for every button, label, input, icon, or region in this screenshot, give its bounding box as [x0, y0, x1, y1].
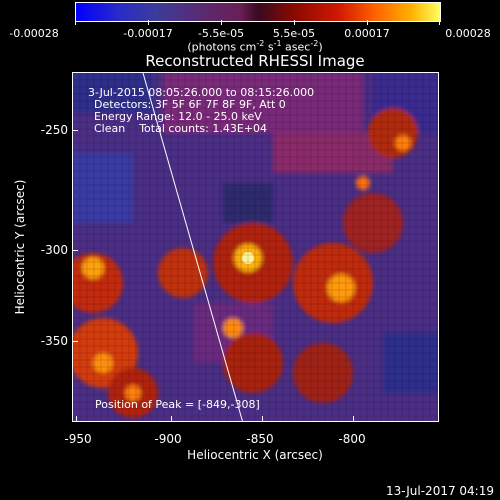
x-tick: [76, 416, 77, 422]
annotation-peak: Position of Peak = [-849,-308]: [95, 398, 260, 411]
y-tick-label: -300: [40, 243, 68, 257]
colorbar-tick: [294, 20, 295, 25]
y-tick: [72, 130, 78, 131]
colorbar-tick: [75, 20, 76, 25]
x-tick-label: -900: [154, 432, 182, 446]
colorbar-tick: [148, 20, 149, 25]
y-axis-label: Heliocentric Y (arcsec): [13, 179, 27, 315]
y-tick-label: -250: [40, 123, 68, 137]
colorbar-tick: [439, 20, 440, 25]
x-tick-label: -850: [246, 432, 274, 446]
colorbar-tick-label: -0.00028: [9, 27, 59, 40]
x-tick: [353, 416, 354, 422]
colorbar-tick: [367, 20, 368, 25]
colorbar-tick-label: 0.00028: [445, 27, 491, 40]
image-map-svg: [73, 73, 438, 421]
colorbar-unit: (photons cm-2 s-1 asec-2): [187, 39, 323, 54]
x-tick: [171, 416, 172, 422]
colorbar-tick: [221, 20, 222, 25]
rhessi-image: [72, 72, 439, 422]
footer-timestamp: 13-Jul-2017 04:19: [385, 484, 494, 498]
colorbar-tick-label: -0.00017: [123, 27, 173, 40]
x-tick: [262, 416, 263, 422]
solar-limb-line: [142, 73, 243, 421]
colorbar-tick-label: 5.5e-05: [272, 27, 316, 40]
x-tick-label: -800: [338, 432, 366, 446]
y-tick: [72, 250, 78, 251]
y-tick: [72, 341, 78, 342]
plot-title: Reconstructed RHESSI Image: [145, 52, 365, 70]
annotation-time: 3-Jul-2015 08:05:26.000 to 08:15:26.000: [88, 86, 315, 99]
annotation-detectors: Detectors: 3F 5F 6F 7F 8F 9F, Att 0: [94, 98, 286, 111]
y-tick-label: -350: [40, 334, 68, 348]
colorbar: [75, 2, 441, 22]
annotation-clean: Clean Total counts: 1.43E+04: [94, 122, 268, 135]
x-tick-label: -950: [64, 432, 92, 446]
colorbar-tick-label: -5.5e-05: [197, 27, 245, 40]
x-axis-label: Heliocentric X (arcsec): [187, 448, 323, 462]
colorbar-tick-label: 0.00017: [344, 27, 390, 40]
annotation-energy: Energy Range: 12.0 - 25.0 keV: [94, 110, 262, 123]
